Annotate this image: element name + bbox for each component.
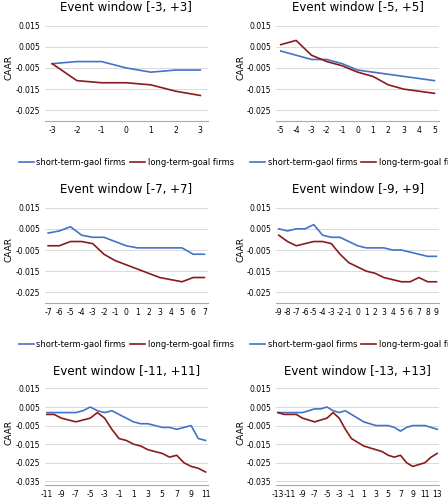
- Y-axis label: CAAR: CAAR: [236, 420, 245, 444]
- Legend: short-term-gaol firms, long-term-goal firms: short-term-gaol firms, long-term-goal fi…: [16, 154, 237, 170]
- Legend: short-term-gaol firms, long-term-goal firms: short-term-gaol firms, long-term-goal fi…: [247, 336, 448, 352]
- Legend: short-term-gaol firms, long-term-goal firms: short-term-gaol firms, long-term-goal fi…: [247, 154, 448, 170]
- Title: Event window [-11, +11]: Event window [-11, +11]: [53, 365, 200, 378]
- Y-axis label: CAAR: CAAR: [236, 238, 245, 262]
- Legend: short-term-gaol firms, long-term-goal firms: short-term-gaol firms, long-term-goal fi…: [16, 336, 237, 352]
- Title: Event window [-13, +13]: Event window [-13, +13]: [284, 365, 431, 378]
- Title: Event window [-5, +5]: Event window [-5, +5]: [292, 1, 423, 14]
- Title: Event window [-9, +9]: Event window [-9, +9]: [292, 183, 424, 196]
- Y-axis label: CAAR: CAAR: [5, 420, 14, 444]
- Y-axis label: CAAR: CAAR: [5, 238, 14, 262]
- Y-axis label: CAAR: CAAR: [236, 56, 245, 80]
- Title: Event window [-7, +7]: Event window [-7, +7]: [60, 183, 192, 196]
- Title: Event window [-3, +3]: Event window [-3, +3]: [60, 1, 192, 14]
- Y-axis label: CAAR: CAAR: [5, 56, 14, 80]
